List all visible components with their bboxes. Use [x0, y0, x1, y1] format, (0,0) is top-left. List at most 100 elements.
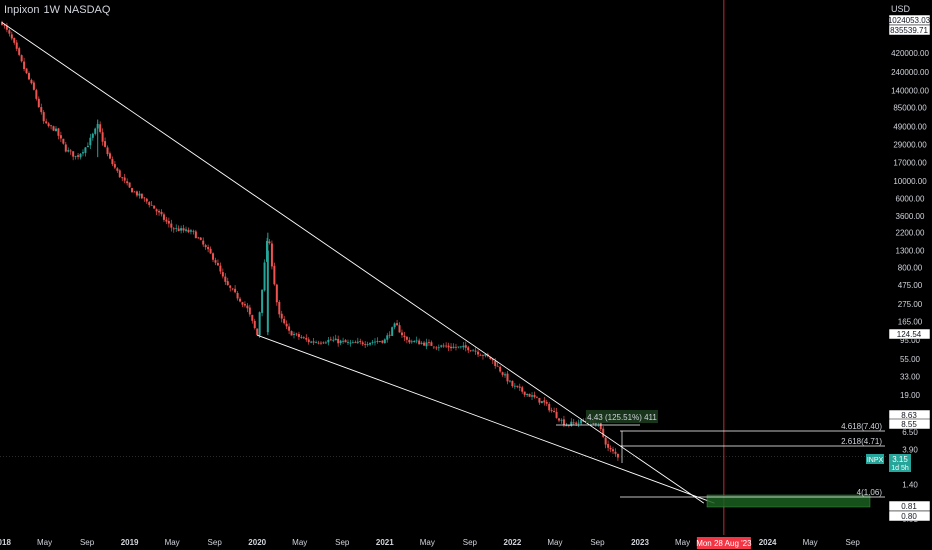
candle [442, 343, 445, 348]
candle-body [219, 265, 222, 272]
candle [27, 71, 30, 81]
candle-body [278, 301, 281, 315]
candle [116, 167, 119, 173]
candle [535, 395, 538, 399]
candle [23, 57, 26, 72]
candle-body [371, 341, 374, 343]
candle [77, 152, 80, 160]
candle-body [116, 168, 119, 171]
candle [52, 125, 55, 131]
candle [506, 370, 509, 385]
candle [614, 448, 617, 457]
candle-body [32, 82, 35, 90]
time-tick-label: Sep [846, 538, 861, 547]
candle [400, 329, 403, 338]
candle-body [91, 133, 94, 138]
candle-body [248, 307, 251, 315]
candle-body [604, 437, 607, 445]
candle [280, 310, 283, 323]
candle-body [320, 342, 322, 344]
candle [317, 340, 320, 345]
candle [126, 178, 129, 186]
price-tick-label: 6000.00 [896, 194, 925, 203]
candle [194, 229, 197, 239]
candle-body [383, 339, 386, 344]
price-tick-label: 475.00 [898, 281, 923, 290]
candle [342, 337, 345, 344]
candle [35, 88, 38, 101]
candle-body [283, 318, 286, 324]
time-tick-label: 2024 [759, 538, 777, 547]
candle-body [143, 197, 146, 199]
candle [285, 320, 288, 330]
candle [47, 122, 50, 128]
candle [99, 121, 102, 134]
candle-body [349, 342, 352, 344]
candle [155, 208, 158, 216]
candle-body [531, 395, 534, 397]
candle-body [118, 170, 121, 178]
fib-level-label: 4.618(7.40) [841, 422, 882, 431]
interval-label: 1W [43, 4, 60, 16]
candle-body [513, 385, 516, 387]
candle-body [354, 342, 357, 344]
candle [187, 227, 190, 234]
candle [239, 296, 242, 303]
candle-body [616, 453, 619, 458]
candle [474, 347, 477, 355]
candle [67, 147, 70, 153]
candle-body [285, 323, 288, 327]
candle-body [280, 313, 283, 319]
candle [89, 133, 92, 150]
candle [57, 127, 60, 140]
time-tick-label: May [37, 538, 52, 547]
candle [440, 344, 443, 348]
candle-body [192, 230, 195, 232]
candle-body [72, 151, 75, 157]
candle-body [104, 141, 107, 147]
candle [599, 421, 602, 432]
candle [5, 22, 8, 33]
candle-body [324, 342, 327, 344]
candle-body [204, 245, 207, 248]
candle-body [300, 337, 303, 338]
candle-body [131, 188, 134, 193]
candle-body [25, 68, 28, 74]
candle-body [165, 219, 168, 222]
candle-body [305, 337, 308, 340]
price-tick-label: 19.00 [900, 391, 921, 400]
candle [499, 365, 502, 373]
candle [420, 341, 423, 345]
candle-body [504, 374, 507, 376]
candle [148, 201, 151, 208]
time-tick-label: 2023 [631, 538, 649, 547]
candle [207, 244, 210, 253]
candle-body [194, 231, 197, 239]
candle [20, 54, 23, 63]
candle [391, 326, 394, 337]
candle-body [425, 342, 428, 347]
candle-body [273, 265, 276, 285]
candle-body [229, 285, 232, 288]
price-marker-box [888, 418, 931, 430]
candle [327, 336, 330, 346]
candle-body [356, 341, 359, 343]
candle [243, 301, 246, 308]
price-marker-text: 124.54 [897, 330, 922, 339]
candle-body [30, 80, 33, 84]
candle-body [533, 394, 536, 398]
candle [1, 20, 3, 26]
candle [50, 124, 53, 130]
price-tick-label: 240000.00 [891, 68, 929, 77]
candle [396, 320, 399, 326]
candle [410, 339, 413, 344]
candle-body [432, 346, 435, 348]
price-marker-text: 0.81 [901, 502, 917, 511]
candle-body [145, 198, 148, 202]
candle-body [202, 240, 205, 245]
candle [616, 453, 619, 461]
candle [241, 301, 244, 308]
candle [454, 343, 457, 351]
candle [315, 340, 318, 344]
